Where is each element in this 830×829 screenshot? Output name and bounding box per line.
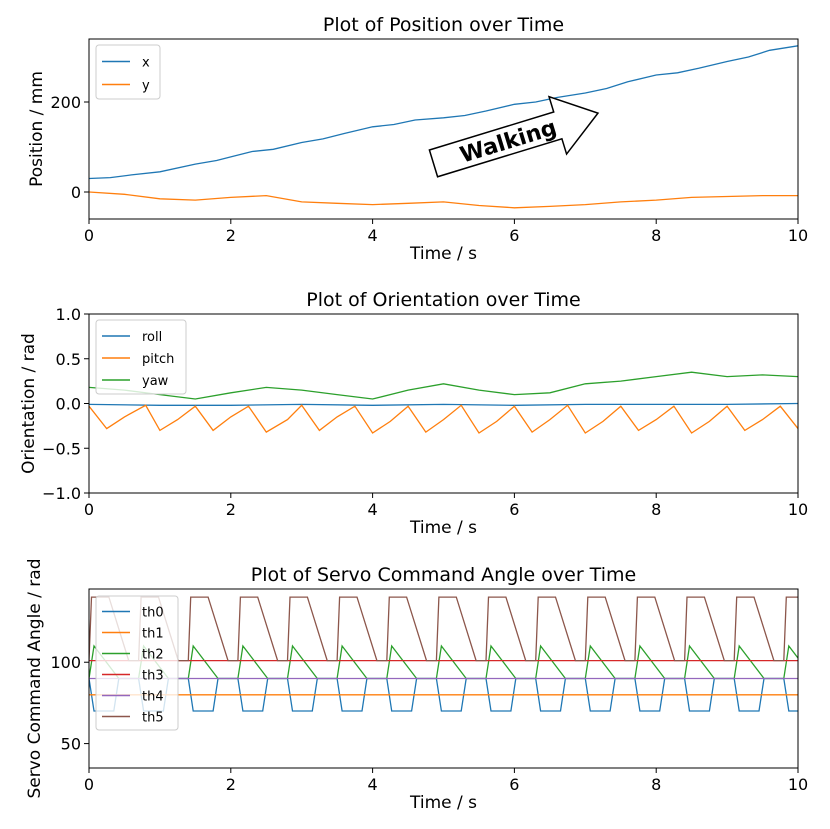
x-axis-label: Time / s <box>409 793 477 813</box>
y-tick-label: 0.0 <box>56 395 81 414</box>
plot-frame <box>88 313 799 494</box>
legend-label-th1: th1 <box>142 627 164 642</box>
x-tick-label: 6 <box>509 500 519 519</box>
panel-2: Plot of Orientation over Time 0 2 4 6 8 10 −1.0… <box>19 289 808 538</box>
x-axis-label: Time / s <box>409 244 477 264</box>
panel-1: Plot of Position over Time 0 2 4 6 8 10 0 200 Tim… <box>27 14 808 264</box>
arrow-label: Walking <box>457 116 559 169</box>
x-tick-label: 10 <box>788 500 808 519</box>
x-tick-label: 10 <box>788 775 808 794</box>
legend-label-th3: th3 <box>142 669 164 684</box>
walking-arrow: Walking <box>428 95 600 178</box>
y-tick-label: 50 <box>61 735 81 754</box>
x-tick-label: 2 <box>226 226 236 245</box>
legend: th0 th1 th2 th3 th4 th5 <box>95 595 179 731</box>
series-line-y <box>89 191 798 209</box>
y-tick-label: 200 <box>50 93 81 112</box>
y-tick-label: 100 <box>50 653 81 672</box>
x-tick-label: 8 <box>651 226 661 245</box>
series-line-th5 <box>89 596 798 662</box>
series-line-roll <box>89 402 798 406</box>
plot-frame <box>88 588 799 769</box>
legend-label-th4: th4 <box>142 690 164 705</box>
x-tick-label: 8 <box>651 775 661 794</box>
x-tick-label: 4 <box>368 500 378 519</box>
legend-label-roll: roll <box>142 330 162 345</box>
series-line-x <box>89 45 798 180</box>
x-tick-label: 6 <box>509 226 519 245</box>
x-tick-label: 0 <box>84 775 94 794</box>
panel-3: Plot of Servo Command Angle over Time 0 2 4… <box>25 559 808 814</box>
y-axis-label: Orientation / rad <box>19 333 39 474</box>
series-group <box>89 371 798 434</box>
y-tick-label: 0 <box>71 183 81 202</box>
x-tick-label: 4 <box>368 775 378 794</box>
legend-label-pitch: pitch <box>142 352 174 367</box>
x-tick-label: 8 <box>651 500 661 519</box>
series-group <box>89 596 798 712</box>
x-tick-label: 10 <box>788 226 808 245</box>
y-tick-label: −0.5 <box>42 439 81 458</box>
legend-label-yaw: yaw <box>142 374 169 389</box>
series-line-pitch <box>89 404 798 434</box>
legend-label-th0: th0 <box>142 606 164 621</box>
chart-title: Plot of Servo Command Angle over Time <box>251 564 636 586</box>
plot-frame <box>88 38 799 220</box>
x-tick-label: 2 <box>226 500 236 519</box>
series-line-yaw <box>89 371 798 400</box>
legend-box <box>95 319 187 395</box>
y-tick-label: 0.5 <box>56 350 81 369</box>
x-tick-label: 2 <box>226 775 236 794</box>
y-tick-label: −1.0 <box>42 484 81 503</box>
legend-label-th2: th2 <box>142 648 164 663</box>
x-tick-label: 6 <box>509 775 519 794</box>
arrow-shape <box>428 95 600 178</box>
legend-label-x: x <box>142 56 150 71</box>
series-line-th2 <box>89 644 798 680</box>
legend: xy <box>95 44 161 100</box>
legend: roll pitch yaw <box>95 319 187 395</box>
y-axis-label: Servo Command Angle / rad <box>25 559 45 799</box>
legend-box <box>95 44 161 100</box>
series-group <box>89 45 798 209</box>
x-axis-label: Time / s <box>409 518 477 538</box>
legend-label-th5: th5 <box>142 711 164 726</box>
y-axis-label: Position / mm <box>27 71 47 187</box>
x-tick-label: 0 <box>84 226 94 245</box>
legend-box <box>95 595 179 731</box>
y-tick-label: 1.0 <box>56 305 81 324</box>
x-tick-label: 0 <box>84 500 94 519</box>
chart-title: Plot of Orientation over Time <box>306 289 580 311</box>
chart-title: Plot of Position over Time <box>323 14 564 36</box>
legend-label-y: y <box>142 79 150 94</box>
x-tick-label: 4 <box>368 226 378 245</box>
